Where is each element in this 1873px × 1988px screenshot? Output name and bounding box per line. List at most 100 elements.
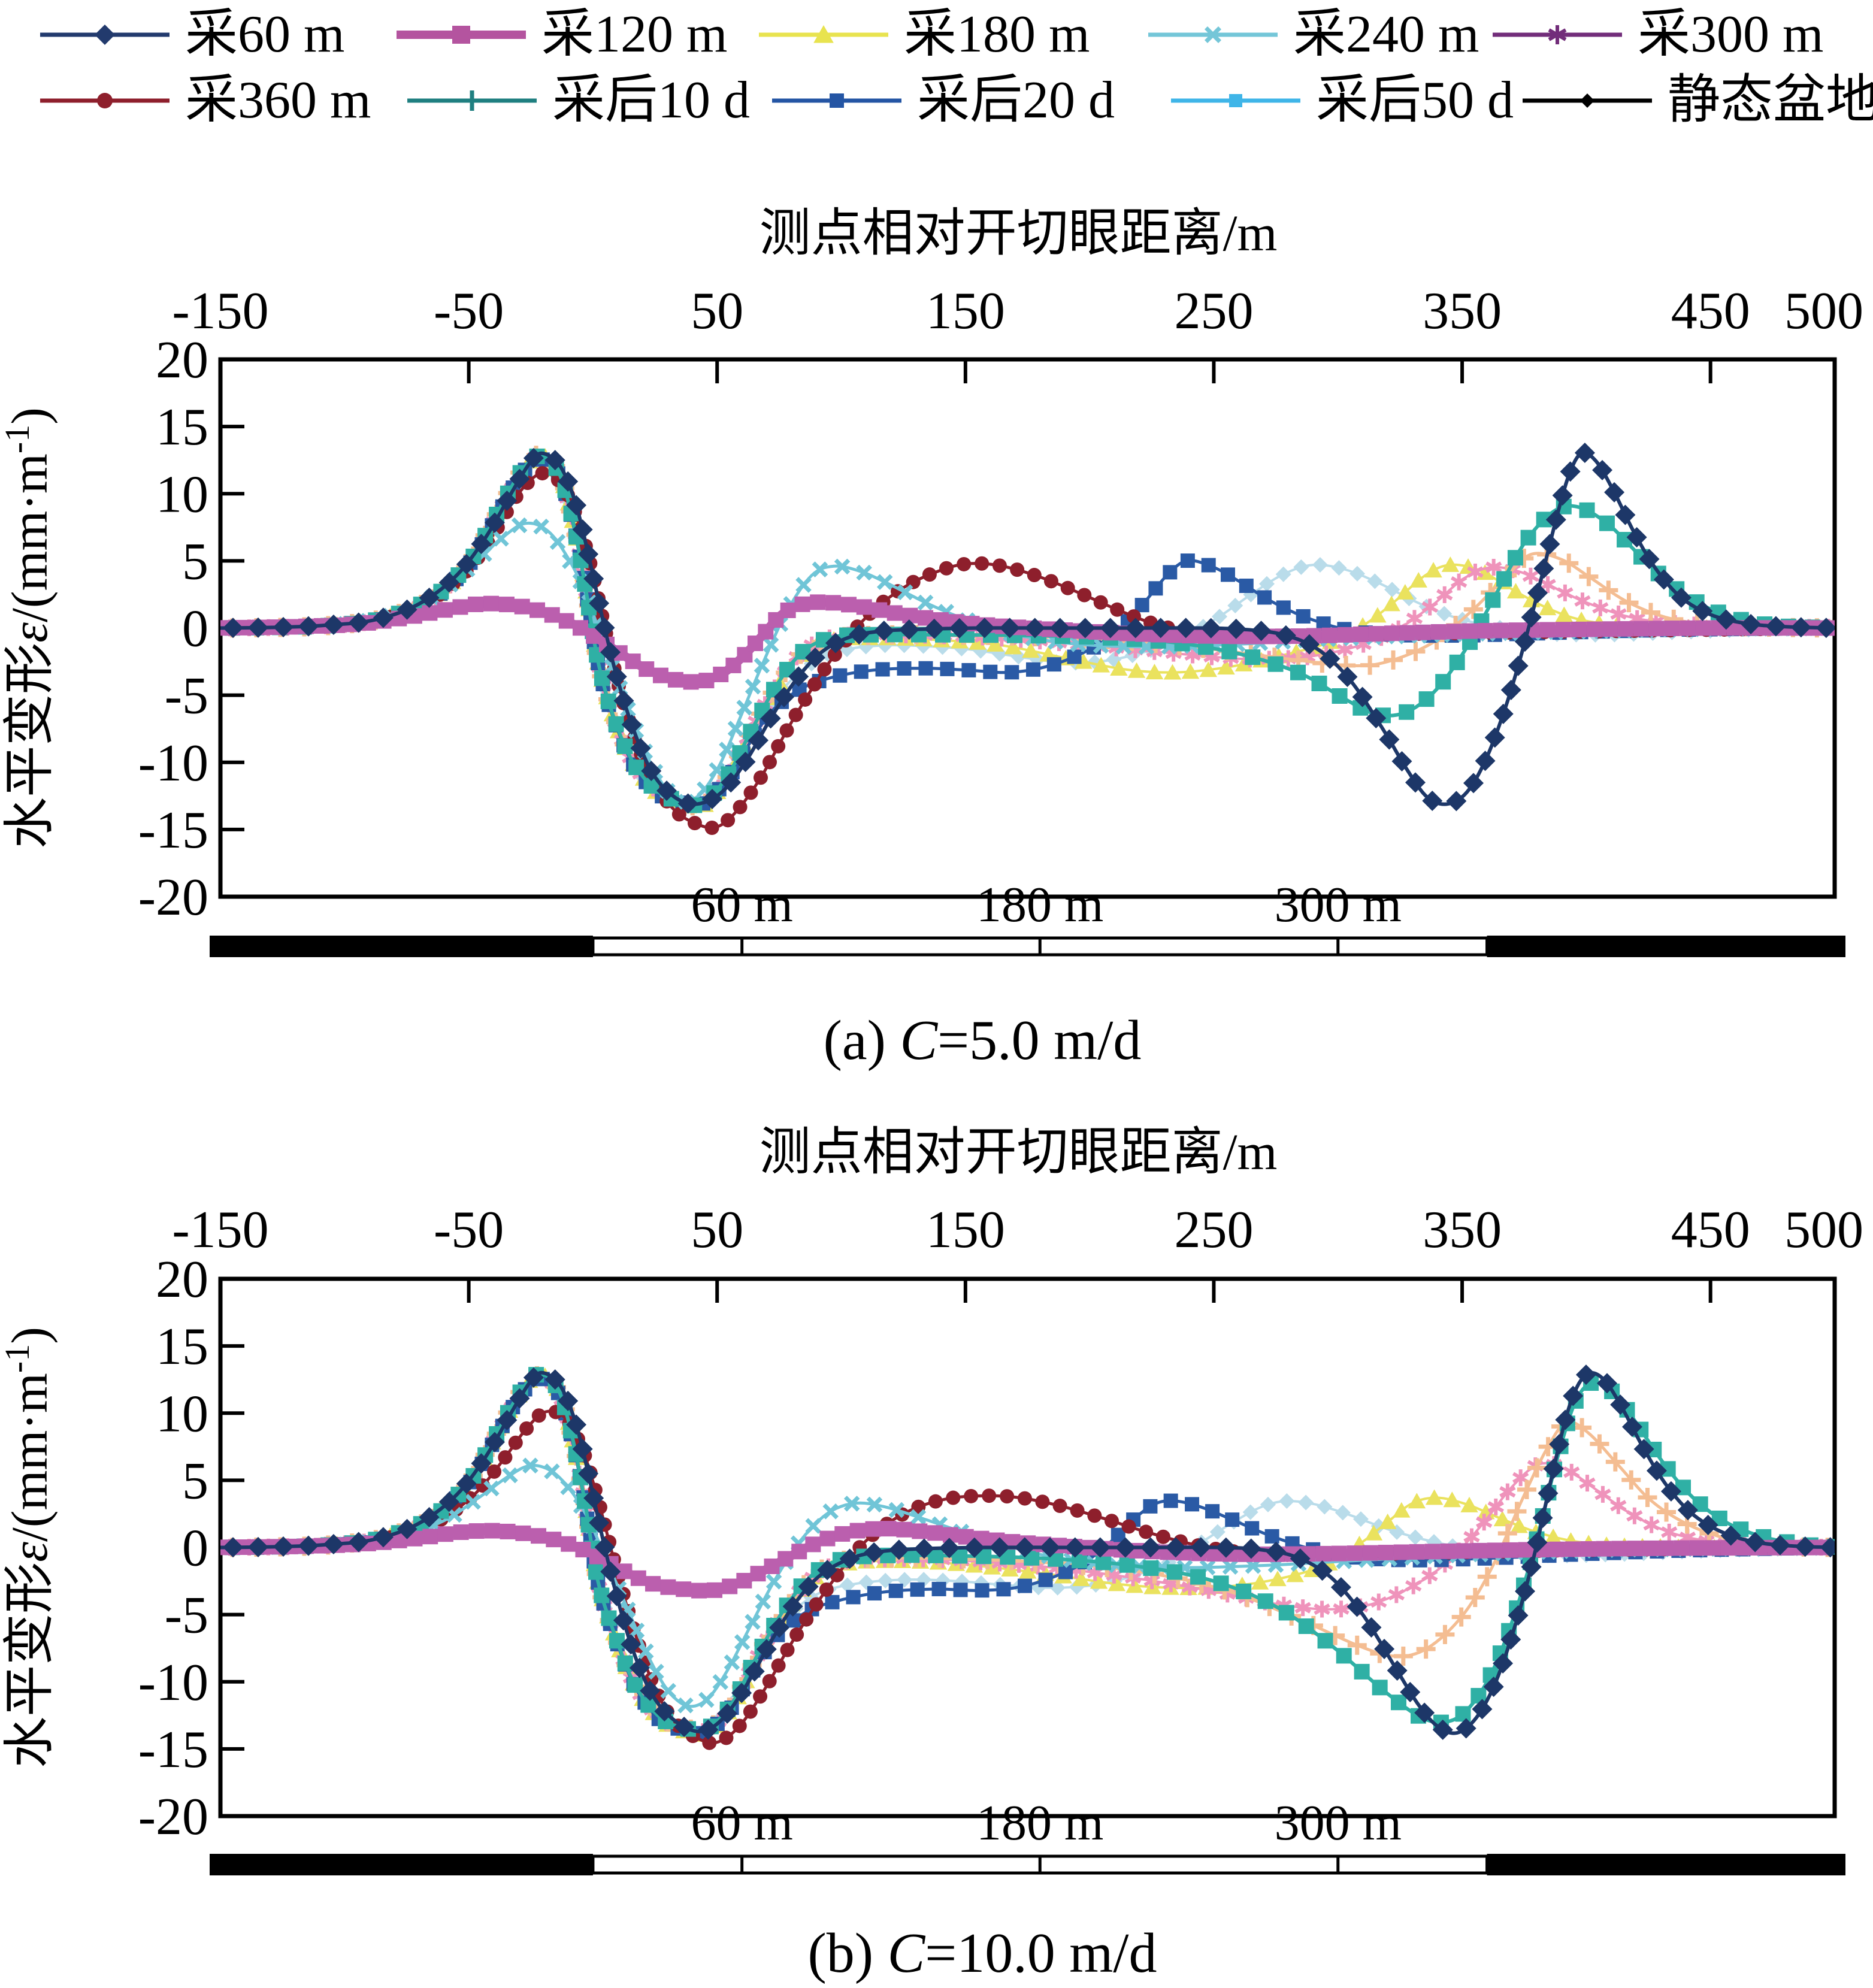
chart-a-x-tick-label: -150 [172,282,268,340]
series-marker-cai180m [1022,642,1040,658]
series-marker-cai240m [888,1502,905,1518]
series-marker-cai360m [498,1450,513,1465]
series-marker-cai240m [698,1692,715,1708]
series-marker-jingtai [1653,569,1674,590]
series-marker-caihou20d [996,1582,1011,1597]
series-marker-caihou10d [1399,704,1415,720]
series-marker-caihou50d [1209,1524,1226,1540]
series-marker-caihou10d [1213,1575,1229,1591]
series-marker-jingtai [247,1536,268,1557]
series-marker-cai240m [533,518,549,535]
series-marker-cai120m [1471,1542,1487,1559]
series-marker-cai360m [1043,574,1058,589]
series-marker-cai240m [822,1503,839,1520]
series-marker-jingtai [1514,631,1535,652]
series-marker-jingtai [1538,1483,1559,1504]
series-marker-cai120m [1352,626,1369,642]
series-marker-caihou50d [1335,1505,1351,1521]
series-marker-cai120m [834,1526,851,1542]
series-marker-caihou20d [1025,662,1040,677]
series-marker-cai60m [1384,650,1403,670]
series-marker-cai300m [1499,1483,1516,1500]
series-marker-cai180m [1393,1502,1411,1518]
series-marker-jingtai [1555,1409,1576,1430]
series-marker-caihou10d [1311,675,1327,691]
series-marker-cai180m [1110,660,1128,676]
series-marker-cai120m [841,597,857,613]
legend-item-cai240m: 采240 m [1141,5,1479,65]
series-marker-jingtai [1597,1373,1618,1394]
series-marker-jingtai [1361,1617,1382,1638]
series-marker-cai120m [1695,620,1711,636]
series-marker-jingtai [509,468,530,489]
series-marker-cai120m [1315,1545,1332,1562]
series-marker-cai120m [514,598,530,615]
series-marker-caihou10d [1332,688,1348,704]
series-marker-caihou50d [1349,565,1365,582]
series-marker-cai360m [771,1658,786,1673]
series-marker-cai120m [1440,1543,1456,1559]
series-marker-jingtai [566,1414,587,1435]
series-marker-cai120m [707,1582,723,1598]
series-marker-cai360m [788,707,803,722]
series-marker-cai300m [1370,1593,1387,1611]
series-marker-cai180m [1108,1575,1125,1591]
series-marker-jingtai [1387,1660,1408,1681]
series-marker-caihou10d [1221,643,1237,659]
series-marker-cai120m [531,1528,547,1544]
series-marker-jingtai [484,512,505,533]
series-marker-cai360m [964,1488,979,1503]
series-marker-cai360m [807,677,822,692]
series-marker-cai120m [1642,1540,1659,1556]
series-marker-cai120m [468,596,484,612]
series-marker-jingtai [523,447,544,468]
series-marker-jingtai [769,1617,790,1638]
series-marker-caihou20d [1004,665,1019,680]
series-marker-jingtai [989,1537,1010,1558]
series-marker-jingtai [1312,1560,1333,1581]
series-marker-jingtai [1815,618,1835,639]
series-marker-cai120m [1705,1540,1721,1556]
series-marker-caihou10d [1507,550,1523,566]
series-marker-caihou20d [1257,590,1272,605]
series-marker-jingtai [471,1453,492,1474]
series-marker-caihou50d [1275,566,1291,582]
series-marker-caihou20d [1296,609,1311,624]
series-marker-cai60m [1559,553,1579,573]
series-marker-cai120m [794,596,810,612]
series-marker-caihou10d [1520,529,1536,546]
series-marker-cai120m [1378,1545,1394,1561]
series-marker-cai180m [987,636,1004,652]
series-marker-caihou20d [1220,567,1235,582]
series-marker-jingtai [1610,1394,1631,1415]
series-marker-cai120m [1596,1541,1612,1557]
series-marker-cai120m [927,1525,943,1541]
series-marker-cai120m [1602,621,1618,637]
series-marker-jingtai [497,490,518,511]
series-marker-cai120m [1424,1544,1441,1560]
legend-glyph-cai60m [95,25,115,45]
mining-bar-right-solid [1487,936,1845,957]
series-marker-jingtai [600,1561,621,1582]
series-marker-cai60m [1435,1624,1455,1644]
series-marker-caihou10d [1298,1618,1314,1634]
series-marker-jingtai [949,618,970,639]
series-marker-jingtai [606,1585,627,1606]
series-marker-cai240m [637,1643,654,1660]
series-marker-cai120m [912,1523,928,1539]
legend-glyph-caihou10d [462,90,482,111]
legend-glyph-cai240m [1205,26,1221,43]
series-marker-cai120m [810,594,826,610]
series-marker-jingtai [1532,1508,1553,1529]
series-marker-caihou20d [1201,558,1216,573]
series-marker-cai360m [733,800,748,815]
series-marker-cai120m [1555,622,1571,638]
series-marker-caihou20d [1185,1497,1200,1512]
series-marker-cai120m [780,602,796,618]
series-marker-jingtai [558,471,579,492]
series-marker-cai120m [849,1523,866,1539]
series-marker-cai120m [1627,1541,1643,1557]
series-marker-caihou50d [1331,560,1347,576]
chart-b-y-tick-label: -20 [138,1788,208,1846]
series-marker-cai300m [1421,1567,1438,1584]
